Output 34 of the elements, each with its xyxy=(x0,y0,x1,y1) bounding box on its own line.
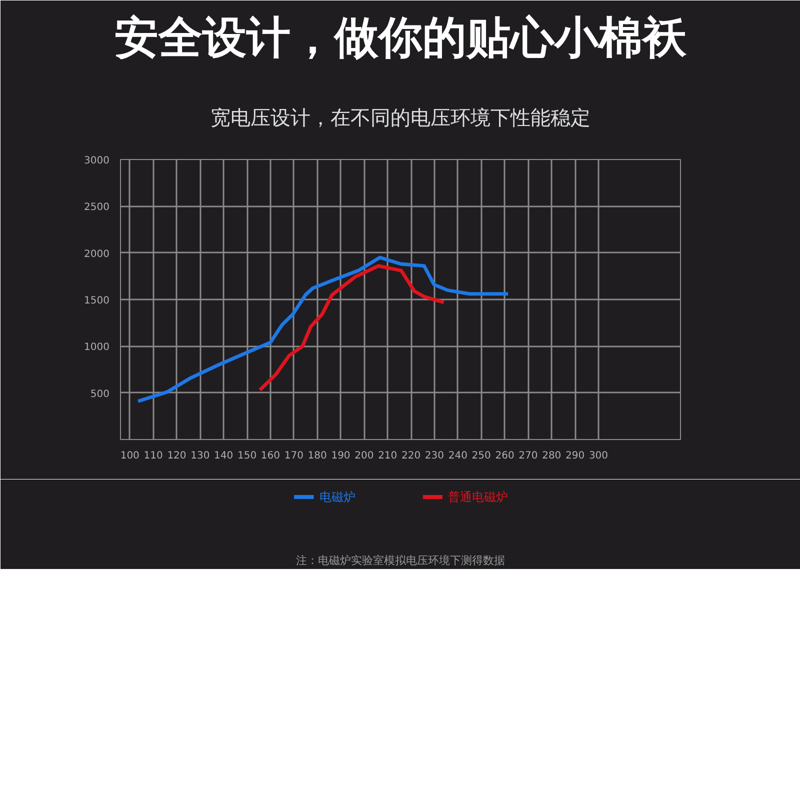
y-tick-label: 1000 xyxy=(84,342,110,354)
x-tick-label: 290 xyxy=(566,450,585,462)
x-tick-label: 170 xyxy=(284,450,304,462)
x-tick-label: 130 xyxy=(190,450,210,462)
x-tick-label: 220 xyxy=(402,450,421,462)
x-tick-label: 230 xyxy=(424,450,444,462)
x-tick-label: 200 xyxy=(354,450,374,462)
y-tick-label: 2000 xyxy=(84,248,110,260)
y-tick-label: 3000 xyxy=(84,156,110,166)
x-tick-label: 110 xyxy=(144,450,163,462)
x-tick-label: 150 xyxy=(237,450,257,462)
line-series xyxy=(136,256,510,403)
x-tick-label: 300 xyxy=(588,450,608,462)
x-tick-label: 160 xyxy=(260,450,280,462)
x-tick-label: 250 xyxy=(472,450,491,462)
legend-label: 电磁炉 xyxy=(319,490,356,504)
x-tick-label: 190 xyxy=(331,450,350,462)
x-tick-label: 180 xyxy=(308,450,327,462)
text: 注：电磁炉实验室模拟电压环境下测得数据 xyxy=(296,554,505,567)
legend-label: 普通电磁炉 xyxy=(448,490,508,504)
x-tick-label: 100 xyxy=(120,450,140,462)
x-tick-label: 210 xyxy=(378,450,398,462)
x-tick-label: 280 xyxy=(542,450,562,462)
x-tick-label: 270 xyxy=(518,450,538,462)
x-tick-label: 260 xyxy=(495,450,514,462)
x-tick-label: 140 xyxy=(214,450,234,462)
chart-title: 安全设计，做你的贴心小棉袄 xyxy=(114,12,688,64)
line-series xyxy=(258,264,446,392)
x-tick-label: 120 xyxy=(167,450,186,462)
y-tick-label: 500 xyxy=(90,388,110,400)
chart-subtitle: 宽电压设计，在不同的电压环境下性能稳定 xyxy=(210,106,590,130)
y-tick-label: 1500 xyxy=(84,296,110,306)
y-tick-label: 2500 xyxy=(84,202,110,214)
x-tick-label: 240 xyxy=(448,450,468,462)
